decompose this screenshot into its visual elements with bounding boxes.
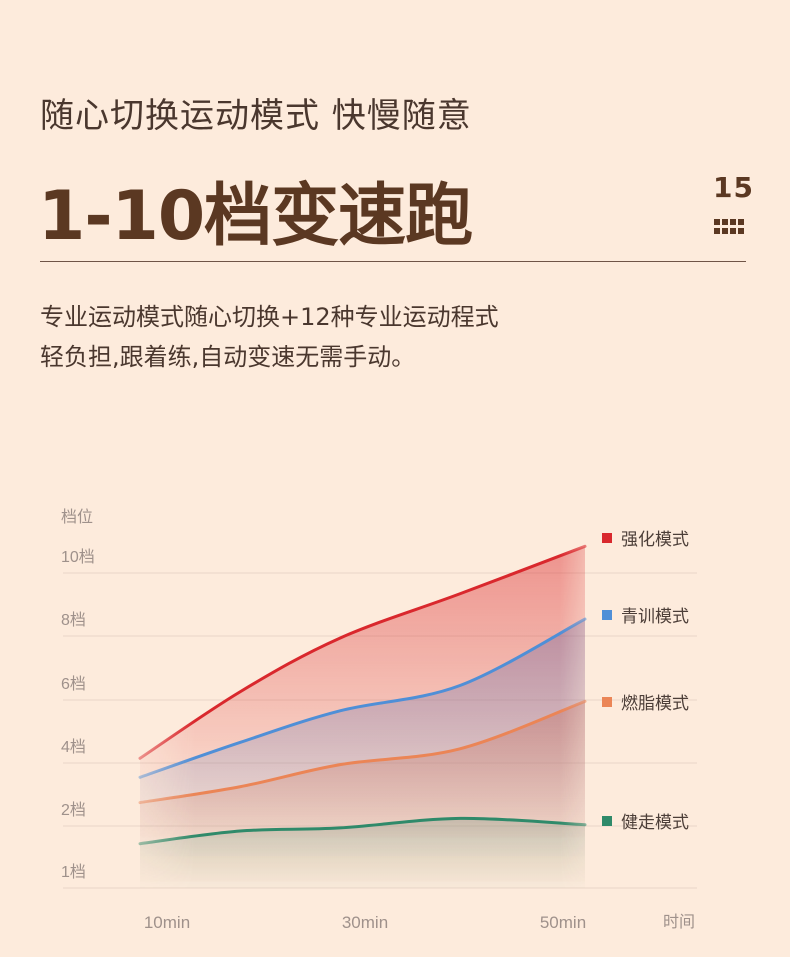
chart-labels: 10档 8档 6档 4档 2档 1档 档位 10min 30min 50min 时间	[61, 508, 695, 932]
y-tick-label: 4档	[61, 738, 86, 756]
description-text: 专业运动模式随心切换+12种专业运动程式 轻负担,跟着练,自动变速无需手动。	[40, 297, 499, 377]
y-tick-label: 2档	[61, 801, 86, 819]
legend-label: 燃脂模式	[621, 694, 689, 713]
page-dot-icon	[722, 219, 728, 225]
page-title: 1-10档变速跑	[38, 177, 473, 256]
chart-lines	[138, 544, 587, 846]
page-dot-icon	[722, 228, 728, 234]
series-area	[140, 546, 585, 838]
legend-marker	[602, 697, 612, 707]
series-line	[138, 617, 587, 779]
y-tick-label: 6档	[61, 675, 86, 693]
y-axis-label: 档位	[61, 508, 93, 526]
section-subtitle: 随心切换运动模式 快慢随意	[40, 96, 472, 136]
x-axis-label: 时间	[663, 913, 695, 931]
legend-marker	[602, 816, 612, 826]
legend-label: 强化模式	[621, 530, 689, 549]
series-line	[138, 544, 587, 760]
chart-areas	[140, 546, 585, 888]
page-dot-icon	[714, 228, 720, 234]
legend-marker	[602, 610, 612, 620]
y-tick-label: 1档	[61, 863, 86, 881]
description-line: 专业运动模式随心切换+12种专业运动程式	[40, 303, 499, 331]
y-tick-label: 8档	[61, 611, 86, 629]
y-tick-label: 10档	[61, 548, 95, 566]
page-dot-icon	[738, 219, 744, 225]
page-number: 15	[713, 171, 754, 204]
series-line	[138, 699, 587, 805]
legend-label: 健走模式	[621, 813, 689, 832]
page-dot-icon	[714, 219, 720, 225]
series-line	[138, 816, 587, 846]
description-line: 轻负担,跟着练,自动变速无需手动。	[40, 343, 416, 371]
title-divider	[40, 261, 746, 262]
page-dot-pattern-icon	[714, 219, 746, 235]
page-dot-icon	[738, 228, 744, 234]
page-dot-icon	[730, 228, 736, 234]
page-dot-icon	[730, 219, 736, 225]
legend-marker	[602, 533, 612, 543]
legend-label: 青训模式	[621, 607, 689, 626]
x-tick-label: 10min	[144, 913, 190, 932]
x-tick-label: 50min	[540, 913, 586, 932]
x-tick-label: 30min	[342, 913, 388, 932]
